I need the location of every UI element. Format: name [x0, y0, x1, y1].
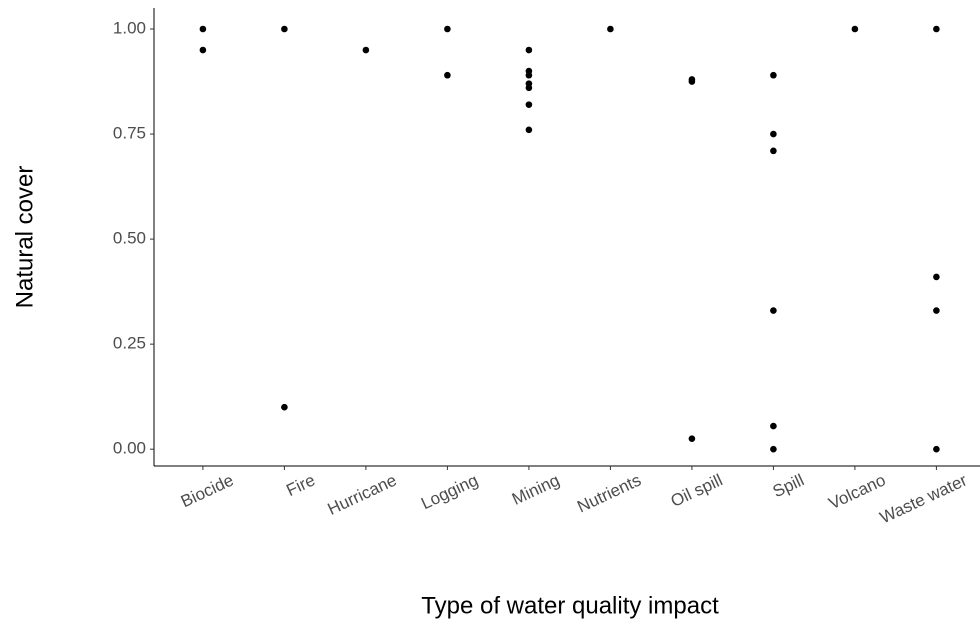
x-tick-label: Oil spill: [668, 470, 726, 510]
point: [770, 147, 777, 155]
point: [525, 126, 533, 134]
point: [933, 273, 940, 281]
point: [362, 46, 370, 54]
x-tick-label: Hurricane: [325, 470, 400, 518]
point: [770, 422, 777, 430]
point: [281, 25, 288, 33]
x-tick-label: Mining: [509, 470, 562, 508]
y-tick-label: 0.75: [113, 124, 146, 143]
x-tick-label: Nutrients: [574, 470, 644, 516]
point: [933, 307, 940, 314]
point: [444, 71, 451, 79]
x-tick-label: Logging: [418, 470, 481, 513]
point: [525, 84, 533, 92]
point: [770, 71, 777, 79]
y-tick-label: 0.00: [113, 439, 146, 458]
point: [770, 445, 777, 453]
point: [770, 130, 777, 138]
point: [199, 46, 207, 54]
y-tick-label: 1.00: [113, 18, 146, 37]
x-tick-label: Biocide: [178, 470, 237, 511]
point: [607, 25, 614, 33]
point: [933, 25, 940, 33]
y-tick-label: 0.50: [113, 229, 146, 248]
x-tick-label: Waste water: [877, 470, 970, 527]
point: [281, 403, 288, 411]
x-axis-title: Type of water quality impact: [421, 592, 719, 619]
point: [933, 445, 940, 453]
point: [851, 25, 859, 33]
point: [688, 78, 696, 85]
point: [688, 435, 696, 442]
y-axis-title: Natural cover: [11, 166, 38, 309]
point: [770, 307, 777, 314]
x-tick-label: Volcano: [826, 470, 889, 513]
point: [444, 25, 451, 33]
point: [199, 25, 207, 33]
point: [525, 101, 533, 108]
point: [525, 46, 533, 54]
x-tick-label: Spill: [770, 470, 807, 501]
point: [525, 71, 533, 79]
y-tick-label: 0.25: [113, 334, 146, 353]
x-tick-label: Fire: [283, 470, 318, 500]
